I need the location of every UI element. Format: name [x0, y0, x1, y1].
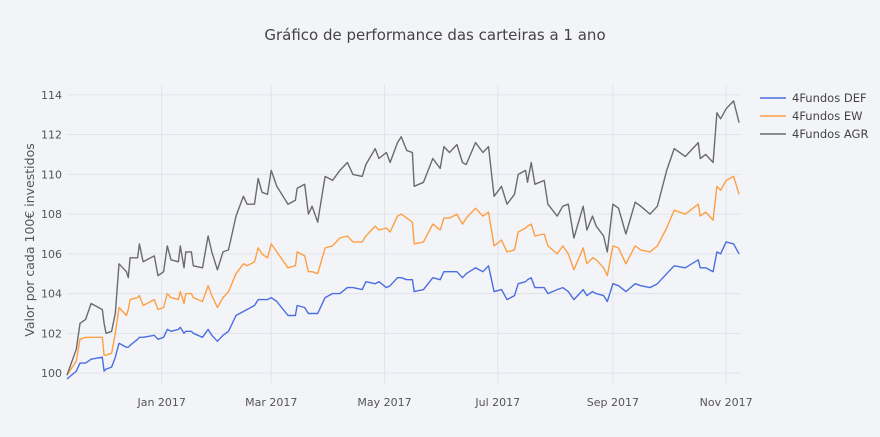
series-line-4fundos-ew: [66, 175, 740, 376]
y-tick-label: 114: [41, 89, 62, 102]
chart-title: Gráfico de performance das carteiras a 1…: [264, 26, 605, 44]
y-tick-label: 100: [41, 367, 62, 380]
legend[interactable]: 4Fundos DEF 4Fundos EW 4Fundos AGR: [760, 91, 868, 141]
gridlines: [67, 85, 741, 383]
legend-item[interactable]: 4Fundos EW: [760, 109, 863, 123]
x-tick-label: Nov 2017: [700, 396, 753, 409]
legend-label: 4Fundos DEF: [792, 91, 867, 105]
legend-item[interactable]: 4Fundos DEF: [760, 91, 867, 105]
y-tick-label: 110: [41, 168, 62, 181]
y-axis-title: Valor por cada 100€ investidos: [22, 143, 37, 337]
series-line-4fundos-agr: [66, 100, 740, 376]
x-tick-label: Jul 2017: [474, 396, 520, 409]
series-lines: [66, 100, 740, 380]
legend-label: 4Fundos AGR: [792, 127, 868, 141]
x-tick-label: Jan 2017: [136, 396, 185, 409]
y-tick-label: 102: [41, 327, 62, 340]
legend-label: 4Fundos EW: [792, 109, 863, 123]
x-tick-label: May 2017: [357, 396, 411, 409]
y-tick-label: 112: [41, 129, 62, 142]
y-tick-label: 108: [41, 208, 62, 221]
x-tick-label: Sep 2017: [587, 396, 639, 409]
x-tick-label: Mar 2017: [245, 396, 297, 409]
series-line-4fundos-def: [66, 241, 740, 380]
y-tick-label: 104: [41, 288, 62, 301]
y-axis-ticks: 100 102 104 106 108 110 112 114: [41, 89, 62, 380]
x-axis-ticks: Jan 2017 Mar 2017 May 2017 Jul 2017 Sep 2017…: [136, 396, 752, 409]
legend-item[interactable]: 4Fundos AGR: [760, 127, 868, 141]
y-tick-label: 106: [41, 248, 62, 261]
